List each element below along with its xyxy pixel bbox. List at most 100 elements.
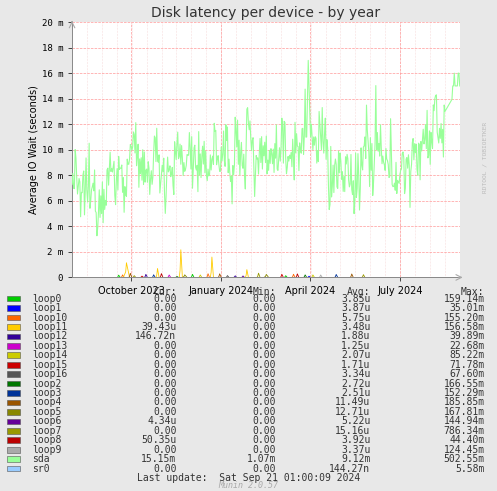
Text: 155.20m: 155.20m [443,312,485,323]
Text: 0.00: 0.00 [153,294,176,303]
Bar [7,324,20,330]
Text: 0.00: 0.00 [252,416,276,426]
Text: 0.00: 0.00 [252,445,276,455]
Text: loop7: loop7 [32,426,62,436]
Text: 0.00: 0.00 [252,464,276,474]
Text: loop1: loop1 [32,303,62,313]
Text: loop11: loop11 [32,322,68,332]
Bar [7,418,20,424]
Bar [7,400,20,406]
Text: 50.35u: 50.35u [141,435,176,445]
Text: 0.00: 0.00 [153,388,176,398]
Text: 502.55m: 502.55m [443,454,485,464]
Bar [7,343,20,349]
Y-axis label: Average IO Wait (seconds): Average IO Wait (seconds) [29,85,39,214]
Text: 22.68m: 22.68m [449,341,485,351]
Text: 0.00: 0.00 [252,369,276,379]
Text: Munin 2.0.57: Munin 2.0.57 [219,481,278,490]
Text: 0.00: 0.00 [252,322,276,332]
Text: 9.12m: 9.12m [341,454,370,464]
Bar [7,296,20,301]
Text: loop6: loop6 [32,416,62,426]
Bar [7,428,20,434]
Text: 0.00: 0.00 [252,379,276,388]
Text: 0.00: 0.00 [252,407,276,417]
Text: 0.00: 0.00 [252,341,276,351]
Text: Max:: Max: [461,287,485,298]
Text: 0.00: 0.00 [252,331,276,341]
Text: 124.45m: 124.45m [443,445,485,455]
Text: 12.71u: 12.71u [335,407,370,417]
Text: 1.88u: 1.88u [341,331,370,341]
Text: 3.48u: 3.48u [341,322,370,332]
Text: 0.00: 0.00 [153,426,176,436]
Text: 0.00: 0.00 [252,350,276,360]
Text: 39.89m: 39.89m [449,331,485,341]
Bar [7,362,20,368]
Bar [7,353,20,358]
Text: 0.00: 0.00 [153,407,176,417]
Text: loop3: loop3 [32,388,62,398]
Text: 5.22u: 5.22u [341,416,370,426]
Text: 39.43u: 39.43u [141,322,176,332]
Text: 159.14m: 159.14m [443,294,485,303]
Text: loop5: loop5 [32,407,62,417]
Text: 0.00: 0.00 [153,445,176,455]
Text: 35.01m: 35.01m [449,303,485,313]
Text: Last update:  Sat Sep 21 01:00:09 2024: Last update: Sat Sep 21 01:00:09 2024 [137,473,360,483]
Text: 4.34u: 4.34u [147,416,176,426]
Text: 3.92u: 3.92u [341,435,370,445]
Text: 0.00: 0.00 [252,388,276,398]
Text: loop0: loop0 [32,294,62,303]
Bar [7,447,20,453]
Text: loop15: loop15 [32,360,68,370]
Bar [7,333,20,339]
Text: loop13: loop13 [32,341,68,351]
Text: Avg:: Avg: [347,287,370,298]
Text: sda: sda [32,454,50,464]
Text: 0.00: 0.00 [252,303,276,313]
Text: 166.55m: 166.55m [443,379,485,388]
Text: 0.00: 0.00 [252,426,276,436]
Text: 0.00: 0.00 [153,379,176,388]
Text: 2.72u: 2.72u [341,379,370,388]
Text: 0.00: 0.00 [153,350,176,360]
Text: 144.27n: 144.27n [329,464,370,474]
Text: 0.00: 0.00 [153,360,176,370]
Bar [7,315,20,320]
Text: 2.51u: 2.51u [341,388,370,398]
Text: 185.85m: 185.85m [443,398,485,408]
Bar [7,305,20,311]
Text: 1.25u: 1.25u [341,341,370,351]
Text: 0.00: 0.00 [153,398,176,408]
Text: 0.00: 0.00 [153,341,176,351]
Bar [7,456,20,462]
Bar [7,390,20,396]
Bar [7,371,20,377]
Text: loop4: loop4 [32,398,62,408]
Text: 3.34u: 3.34u [341,369,370,379]
Text: 167.81m: 167.81m [443,407,485,417]
Text: 1.07m: 1.07m [247,454,276,464]
Text: RDTOOL / TOBIOETKER: RDTOOL / TOBIOETKER [482,121,487,193]
Text: loop14: loop14 [32,350,68,360]
Text: 0.00: 0.00 [252,294,276,303]
Text: loop12: loop12 [32,331,68,341]
Text: 1.71u: 1.71u [341,360,370,370]
Text: Min:: Min: [252,287,276,298]
Text: 11.49u: 11.49u [335,398,370,408]
Text: loop8: loop8 [32,435,62,445]
Text: 0.00: 0.00 [252,312,276,323]
Text: loop9: loop9 [32,445,62,455]
Text: 44.40m: 44.40m [449,435,485,445]
Text: 144.94m: 144.94m [443,416,485,426]
Text: 71.78m: 71.78m [449,360,485,370]
Text: loop16: loop16 [32,369,68,379]
Text: 0.00: 0.00 [252,360,276,370]
Text: 0.00: 0.00 [153,369,176,379]
Text: 3.85u: 3.85u [341,294,370,303]
Text: 3.37u: 3.37u [341,445,370,455]
Text: 152.29m: 152.29m [443,388,485,398]
Text: Cur:: Cur: [153,287,176,298]
Bar [7,381,20,386]
